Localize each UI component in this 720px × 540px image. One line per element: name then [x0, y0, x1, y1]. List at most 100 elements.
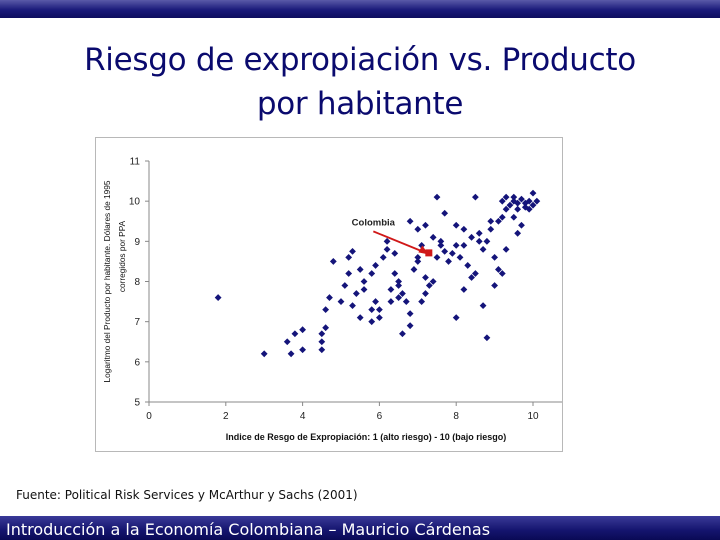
y-axis-label-line-2: corregidos por PPA	[117, 220, 127, 292]
data-point	[337, 298, 345, 305]
data-point	[460, 286, 468, 293]
data-point	[498, 270, 506, 277]
data-point	[433, 193, 441, 201]
data-point	[318, 330, 326, 338]
data-point	[391, 270, 399, 277]
data-point	[448, 249, 456, 257]
data-point	[352, 290, 360, 297]
y-tick-label: 11	[130, 157, 141, 168]
data-point	[299, 326, 306, 334]
colombia-arrow-line	[372, 230, 423, 253]
data-point	[318, 346, 326, 354]
data-point	[414, 258, 422, 265]
data-point	[437, 241, 445, 249]
data-point	[441, 247, 449, 255]
data-point	[399, 330, 406, 338]
data-point	[498, 197, 506, 205]
data-point	[383, 245, 391, 253]
data-point	[475, 237, 483, 245]
data-point	[372, 298, 379, 305]
data-point	[329, 258, 337, 265]
data-point	[291, 330, 299, 338]
data-point	[514, 199, 522, 207]
data-point	[387, 286, 395, 293]
data-point	[437, 237, 445, 245]
top-title-bar	[0, 0, 720, 18]
data-point	[468, 233, 475, 241]
x-tick-label: 6	[377, 411, 383, 422]
y-tick-label: 7	[134, 317, 140, 328]
data-point	[452, 221, 460, 229]
data-point	[429, 278, 437, 285]
data-point	[518, 195, 525, 203]
y-tick-label: 5	[134, 398, 140, 409]
data-point	[399, 290, 406, 297]
colombia-point-marker	[425, 249, 433, 257]
data-point	[472, 270, 479, 277]
data-point	[368, 318, 376, 326]
data-point	[529, 189, 537, 197]
footer-bar: Introducción a la Economía Colombiana – …	[0, 516, 720, 540]
data-point	[506, 201, 514, 209]
data-point	[299, 346, 306, 354]
colombia-annotation-label: Colombia	[352, 217, 396, 228]
data-point	[514, 229, 522, 237]
data-point	[283, 338, 291, 346]
x-tick-label: 2	[223, 411, 229, 422]
x-axis-label: Indice de Resgo de Expropiación: 1 (alto…	[226, 432, 507, 442]
x-tick-label: 0	[146, 411, 152, 422]
data-point	[322, 306, 330, 314]
data-point	[510, 213, 518, 221]
data-point	[529, 201, 537, 209]
data-point	[326, 294, 333, 301]
data-point	[475, 229, 483, 237]
data-point	[318, 338, 326, 346]
data-point	[287, 350, 295, 358]
data-point	[214, 294, 222, 301]
data-point	[368, 306, 376, 314]
x-tick-label: 10	[527, 411, 539, 422]
title-line-1: Riesgo de expropiación vs. Producto	[84, 42, 636, 78]
scatter-chart: 5 6 7 8 9 10 11 0 2 4 6 8 10 Indice de Resgo de Expro…	[95, 137, 563, 452]
data-point	[406, 217, 414, 225]
data-point	[422, 274, 429, 281]
data-point	[514, 205, 522, 213]
data-point	[502, 245, 510, 253]
data-point	[533, 197, 541, 205]
data-point	[418, 298, 426, 305]
data-point	[360, 278, 368, 285]
data-point	[464, 262, 472, 269]
data-point	[502, 193, 510, 201]
data-point	[368, 270, 376, 277]
data-point	[414, 254, 422, 261]
data-point	[402, 298, 410, 305]
data-point	[518, 221, 525, 229]
data-point	[349, 302, 356, 309]
scatter-plot-svg: 5 6 7 8 9 10 11 0 2 4 6 8 10 Indice de Resgo de Expro…	[102, 157, 562, 442]
data-point	[456, 254, 464, 261]
data-point	[479, 245, 487, 253]
data-point	[322, 324, 330, 332]
data-point	[356, 314, 364, 322]
data-point	[376, 314, 383, 322]
y-tick-label: 6	[134, 357, 140, 368]
data-point	[376, 306, 383, 314]
data-point	[360, 286, 368, 293]
data-point	[452, 314, 460, 322]
data-point	[395, 282, 402, 289]
data-point	[452, 241, 460, 249]
data-point	[498, 213, 506, 221]
data-point	[495, 266, 502, 273]
data-point	[372, 262, 379, 269]
data-point	[525, 197, 533, 205]
data-point	[356, 266, 364, 273]
data-point	[491, 282, 498, 289]
data-point	[502, 205, 510, 213]
data-point	[410, 266, 418, 273]
data-point	[483, 237, 491, 245]
source-note: Fuente: Political Risk Services y McArth…	[16, 488, 358, 502]
data-point	[260, 350, 268, 358]
y-tick-label: 8	[134, 277, 140, 288]
data-point	[479, 302, 487, 309]
footer-text: Introducción a la Economía Colombiana – …	[6, 520, 491, 539]
